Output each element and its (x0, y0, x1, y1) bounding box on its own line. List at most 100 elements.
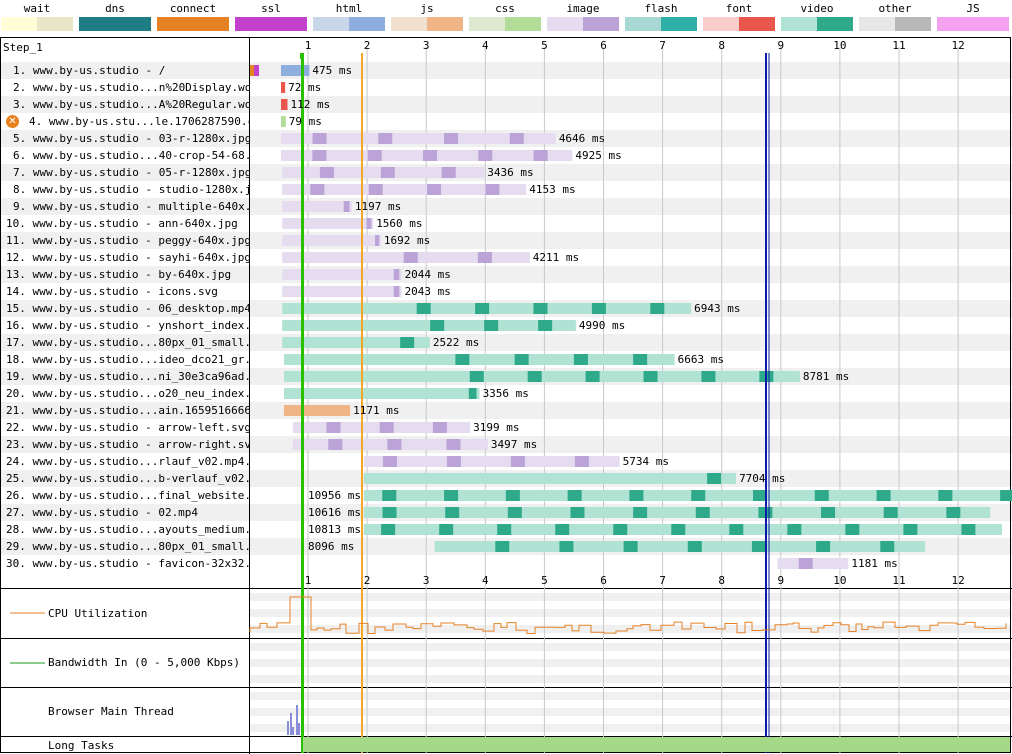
section-stripe (250, 692, 1010, 700)
download-chunk (312, 150, 327, 161)
download-chunk (478, 150, 493, 161)
request-row[interactable]: 25. www.by-us.studio...b-verlauf_v02.mp4 (0, 470, 250, 487)
request-row[interactable]: 26. www.by-us.studio...final_website.mp4 (0, 487, 250, 504)
request-label: 5. www.by-us.studio - 03-r-1280x.jpg (13, 132, 250, 145)
request-row[interactable]: 20. www.by-us.studio...o20_neu_index.mp4 (0, 385, 250, 402)
legend-swatch (1, 17, 73, 31)
download-chunk (821, 507, 836, 518)
time-tick: 10 (833, 39, 847, 52)
request-row[interactable]: 9. www.by-us.studio - multiple-640x.jpg (0, 198, 250, 215)
ssl-segment (254, 65, 259, 76)
request-label: 9. www.by-us.studio - multiple-640x.jpg (13, 200, 250, 213)
request-duration: 6663 ms (677, 353, 724, 366)
legend-item-wait: wait (1, 0, 73, 34)
request-row[interactable]: 21. www.by-us.studio...ain.1659516666.js (0, 402, 250, 419)
request-row[interactable]: 13. www.by-us.studio - by-640x.jpg (0, 266, 250, 283)
legend-swatch (79, 17, 151, 31)
request-row[interactable]: 16. www.by-us.studio - ynshort_index.mp4 (0, 317, 250, 334)
download-chunk (326, 422, 341, 433)
request-bar (282, 320, 576, 331)
legend-item-js-execution: JS Execution (937, 0, 1009, 34)
request-row[interactable]: 14. www.by-us.studio - icons.svg (0, 283, 250, 300)
request-row[interactable]: 24. www.by-us.studio...rlauf_v02.mp4.jpg (0, 453, 250, 470)
start-render-top (300, 53, 303, 59)
time-tick: 12 (951, 39, 965, 52)
download-chunk (319, 167, 334, 178)
error-icon: ✕ (6, 115, 19, 128)
request-row[interactable]: 5. www.by-us.studio - 03-r-1280x.jpg (0, 130, 250, 147)
legend-item-js: js (391, 0, 463, 34)
request-bar (282, 286, 402, 297)
time-tick: 1 (304, 574, 312, 587)
cpu-utilization-label: CPU Utilization (48, 607, 148, 620)
download-chunk (366, 218, 372, 229)
request-row[interactable]: 12. www.by-us.studio - sayhi-640x.jpg (0, 249, 250, 266)
request-label: 3. www.by-us.studio...A%20Regular.woff2 (13, 98, 250, 111)
request-label: 22. www.by-us.studio - arrow-left.svg (6, 421, 250, 434)
request-label: 29. www.by-us.studio...80px_01_small.mp4 (6, 540, 250, 553)
request-bar (282, 184, 527, 195)
legend-swatch (859, 17, 931, 31)
connect-segment (250, 65, 254, 76)
request-row[interactable]: ✕ 4. www.by-us.stu...le.1706287590.css (0, 113, 250, 130)
start-render-marker (301, 53, 304, 753)
request-row[interactable]: 29. www.by-us.studio...80px_01_small.mp4 (0, 538, 250, 555)
download-chunk (387, 439, 402, 450)
request-row[interactable]: 6. www.by-us.studio...40-crop-54-68.png (0, 147, 250, 164)
download-chunk (695, 507, 710, 518)
request-row[interactable]: 1. www.by-us.studio - / (0, 62, 250, 79)
request-label: 27. www.by-us.studio - 02.mp4 (6, 506, 199, 519)
request-row[interactable]: 28. www.by-us.studio...ayouts_medium.mp4 (0, 521, 250, 538)
long-tasks-label: Long Tasks (48, 739, 115, 752)
request-row[interactable]: 17. www.by-us.studio...80px_01_small.mp4 (0, 334, 250, 351)
request-bar (282, 269, 402, 280)
request-row[interactable]: 19. www.by-us.studio...ni_30e3ca96ad.mp4 (0, 368, 250, 385)
download-chunk (591, 303, 606, 314)
download-chunk (538, 320, 553, 331)
download-chunk (468, 388, 477, 399)
request-duration: 1692 ms (383, 234, 431, 247)
request-row[interactable]: 27. www.by-us.studio - 02.mp4 (0, 504, 250, 521)
request-label: 18. www.by-us.studio...ideo_dco21_gr.mp4 (6, 353, 250, 366)
main-thread-activity (298, 723, 300, 735)
request-row[interactable]: 8. www.by-us.studio - studio-1280x.jpg (0, 181, 250, 198)
request-row[interactable]: 30. www.by-us.studio - favicon-32x32.svg (0, 555, 250, 572)
request-row[interactable]: 15. www.by-us.studio - 06_desktop.mp4 (0, 300, 250, 317)
request-row[interactable]: 18. www.by-us.studio...ideo_dco21_gr.mp4 (0, 351, 250, 368)
request-row[interactable]: 23. www.by-us.studio - arrow-right.svg (0, 436, 250, 453)
legend-label: dns (105, 2, 125, 15)
download-chunk (691, 490, 706, 501)
main-thread-label: Browser Main Thread (48, 705, 174, 718)
download-chunk (880, 541, 895, 552)
section-stripe (250, 659, 1010, 667)
download-chunk (427, 184, 442, 195)
download-chunk (798, 558, 813, 569)
request-row[interactable]: 11. www.by-us.studio - peggy-640x.jpg (0, 232, 250, 249)
request-duration: 3356 ms (482, 387, 529, 400)
request-duration: 3497 ms (490, 438, 538, 451)
request-label: 2. www.by-us.studio...n%20Display.woff2 (13, 81, 250, 94)
request-bar (363, 490, 1012, 501)
download-chunk (416, 303, 431, 314)
time-tick: 10 (833, 574, 847, 587)
download-chunk (903, 524, 918, 535)
legend-swatch (937, 17, 1009, 31)
request-row[interactable]: 3. www.by-us.studio...A%20Regular.woff2 (0, 96, 250, 113)
request-duration: 112 ms (290, 98, 331, 111)
download-chunk (643, 371, 658, 382)
download-chunk (475, 303, 490, 314)
download-chunk (555, 524, 570, 535)
download-chunk (283, 405, 351, 416)
legend-item-html: html (313, 0, 385, 34)
request-bar (434, 541, 926, 552)
request-row[interactable]: 2. www.by-us.studio...n%20Display.woff2 (0, 79, 250, 96)
request-duration: 1197 ms (354, 200, 402, 213)
request-row[interactable]: 7. www.by-us.studio - 05-r-1280x.jpg (0, 164, 250, 181)
request-row[interactable]: 10. www.by-us.studio - ann-640x.jpg (0, 215, 250, 232)
download-chunk (484, 320, 499, 331)
download-chunk (816, 541, 831, 552)
section-stripe (250, 593, 1010, 601)
request-label: 16. www.by-us.studio - ynshort_index.mp4 (6, 319, 250, 332)
request-label: 17. www.by-us.studio...80px_01_small.mp4 (6, 336, 250, 349)
request-row[interactable]: 22. www.by-us.studio - arrow-left.svg (0, 419, 250, 436)
